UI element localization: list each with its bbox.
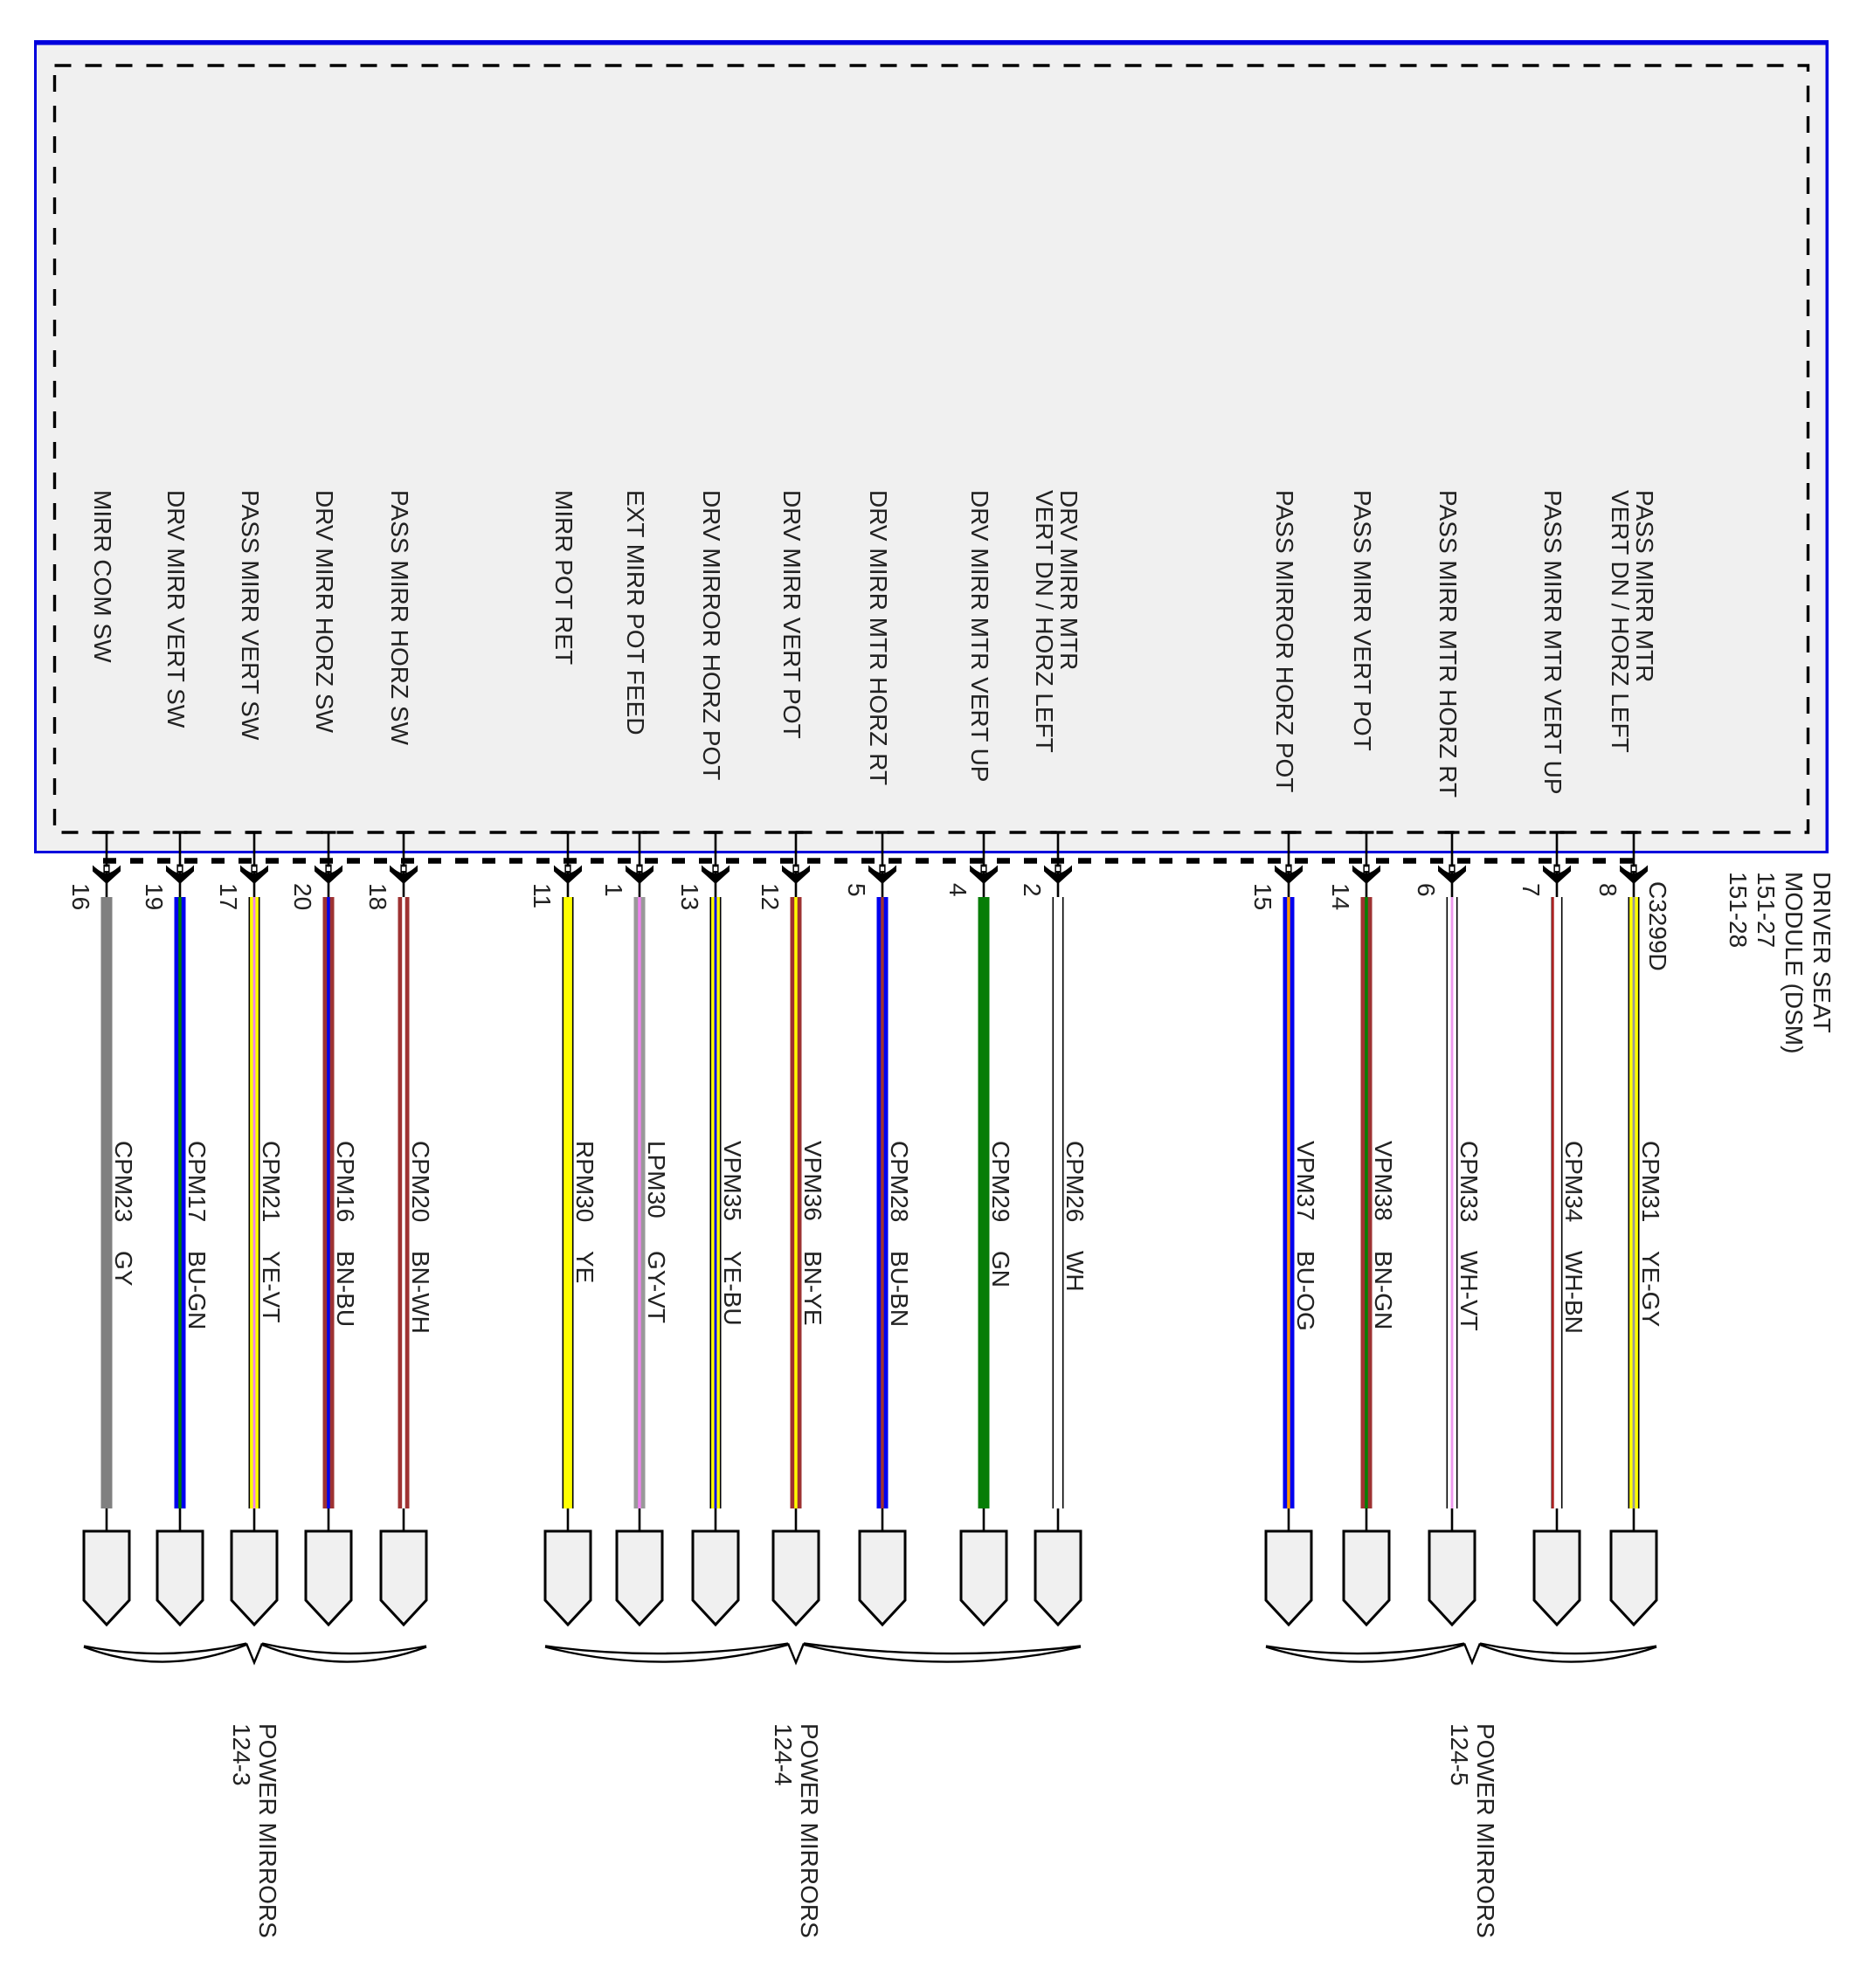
svg-text:GN: GN (987, 1251, 1014, 1287)
svg-text:DRV MIRR VERT POT: DRV MIRR VERT POT (778, 490, 806, 739)
svg-text:13: 13 (676, 883, 703, 910)
svg-text:BN-WH: BN-WH (407, 1251, 434, 1334)
svg-text:124-3: 124-3 (228, 1723, 255, 1786)
svg-text:CPM26: CPM26 (1061, 1141, 1089, 1222)
svg-text:20: 20 (289, 883, 316, 910)
svg-text:12: 12 (757, 883, 784, 910)
svg-text:16: 16 (67, 883, 94, 910)
svg-text:BN-BU: BN-BU (332, 1251, 359, 1327)
svg-text:BN-YE: BN-YE (799, 1251, 826, 1326)
svg-text:CPM28: CPM28 (886, 1141, 913, 1222)
svg-text:DRIVER SEAT: DRIVER SEAT (1808, 872, 1836, 1033)
svg-text:VPM36: VPM36 (799, 1141, 826, 1221)
svg-text:5: 5 (843, 883, 870, 897)
svg-text:VERT DN / HORZ LEFT: VERT DN / HORZ LEFT (1607, 490, 1634, 753)
svg-text:CPM29: CPM29 (987, 1141, 1014, 1222)
svg-text:PASS MIRR MTR VERT UP: PASS MIRR MTR VERT UP (1539, 490, 1566, 795)
svg-text:PASS MIRR VERT SW: PASS MIRR VERT SW (237, 490, 264, 741)
svg-text:CPM16: CPM16 (332, 1141, 359, 1222)
svg-text:DRV MIRR MTR HORZ RT: DRV MIRR MTR HORZ RT (865, 490, 892, 785)
svg-text:PASS MIRR VERT POT: PASS MIRR VERT POT (1349, 490, 1376, 751)
svg-text:WH-BN: WH-BN (1560, 1251, 1587, 1334)
svg-text:17: 17 (215, 883, 242, 910)
svg-text:GY-VT: GY-VT (643, 1251, 670, 1323)
svg-text:YE: YE (571, 1251, 598, 1283)
svg-text:VPM35: VPM35 (719, 1141, 746, 1221)
svg-text:PASS MIRR MTR: PASS MIRR MTR (1631, 490, 1658, 682)
svg-text:DRV MIRR MTR: DRV MIRR MTR (1055, 490, 1082, 670)
svg-text:YE-BU: YE-BU (719, 1251, 746, 1326)
svg-text:CPM31: CPM31 (1637, 1141, 1664, 1222)
svg-text:15: 15 (1249, 883, 1276, 910)
svg-text:BN-GN: BN-GN (1370, 1251, 1397, 1329)
svg-text:18: 18 (364, 883, 391, 910)
svg-text:DRV MIRROR HORZ POT: DRV MIRROR HORZ POT (698, 490, 725, 780)
svg-text:VPM37: VPM37 (1292, 1141, 1319, 1221)
svg-text:GY: GY (110, 1251, 137, 1287)
svg-text:VERT DN / HORZ LEFT: VERT DN / HORZ LEFT (1031, 490, 1058, 753)
svg-text:8: 8 (1594, 883, 1622, 897)
svg-text:VPM38: VPM38 (1370, 1141, 1397, 1221)
svg-text:11: 11 (529, 883, 556, 908)
svg-text:124-5: 124-5 (1446, 1723, 1473, 1786)
svg-text:151-28: 151-28 (1725, 872, 1752, 948)
svg-text:124-4: 124-4 (770, 1723, 797, 1786)
svg-text:151-27: 151-27 (1753, 872, 1780, 948)
svg-text:C3299D: C3299D (1644, 881, 1671, 971)
svg-text:CPM20: CPM20 (407, 1141, 434, 1222)
svg-text:DRV MIRR MTR VERT UP: DRV MIRR MTR VERT UP (966, 490, 993, 782)
svg-text:PASS MIRR HORZ SW: PASS MIRR HORZ SW (386, 490, 413, 746)
svg-text:7: 7 (1518, 883, 1545, 897)
svg-text:RPM30: RPM30 (571, 1141, 598, 1222)
svg-text:BU-GN: BU-GN (183, 1251, 211, 1329)
svg-text:POWER MIRRORS: POWER MIRRORS (1472, 1723, 1499, 1938)
svg-text:CPM17: CPM17 (183, 1141, 211, 1222)
svg-text:PASS MIRROR HORZ POT: PASS MIRROR HORZ POT (1271, 490, 1298, 792)
svg-text:EXT MIRR POT FEED: EXT MIRR POT FEED (622, 490, 649, 735)
svg-text:CPM33: CPM33 (1456, 1141, 1483, 1222)
svg-text:PASS MIRR MTR HORZ RT: PASS MIRR MTR HORZ RT (1435, 490, 1462, 797)
svg-text:CPM34: CPM34 (1560, 1141, 1587, 1222)
svg-text:BU-OG: BU-OG (1292, 1251, 1319, 1331)
svg-text:WH: WH (1061, 1251, 1089, 1292)
svg-text:6: 6 (1413, 883, 1440, 897)
svg-text:MODULE (DSM): MODULE (DSM) (1781, 872, 1808, 1053)
svg-text:DRV MIRR HORZ SW: DRV MIRR HORZ SW (311, 490, 338, 733)
svg-text:BU-BN: BU-BN (886, 1251, 913, 1327)
svg-text:DRV MIRR VERT SW: DRV MIRR VERT SW (163, 490, 190, 728)
svg-text:1: 1 (600, 883, 627, 897)
svg-text:CPM23: CPM23 (110, 1141, 137, 1222)
svg-text:WH-VT: WH-VT (1456, 1251, 1483, 1331)
svg-text:19: 19 (141, 883, 168, 910)
svg-text:MIRR POT RET: MIRR POT RET (550, 490, 577, 665)
svg-text:14: 14 (1327, 883, 1354, 910)
svg-text:MIRR COM SW: MIRR COM SW (89, 490, 116, 663)
svg-text:YE-GY: YE-GY (1637, 1251, 1664, 1327)
svg-text:2: 2 (1019, 883, 1046, 897)
svg-text:CPM21: CPM21 (258, 1141, 285, 1222)
svg-text:YE-VT: YE-VT (258, 1251, 285, 1322)
svg-text:POWER MIRRORS: POWER MIRRORS (796, 1723, 823, 1938)
svg-text:4: 4 (944, 883, 972, 897)
svg-text:POWER MIRRORS: POWER MIRRORS (254, 1723, 281, 1938)
svg-text:LPM30: LPM30 (643, 1141, 670, 1218)
